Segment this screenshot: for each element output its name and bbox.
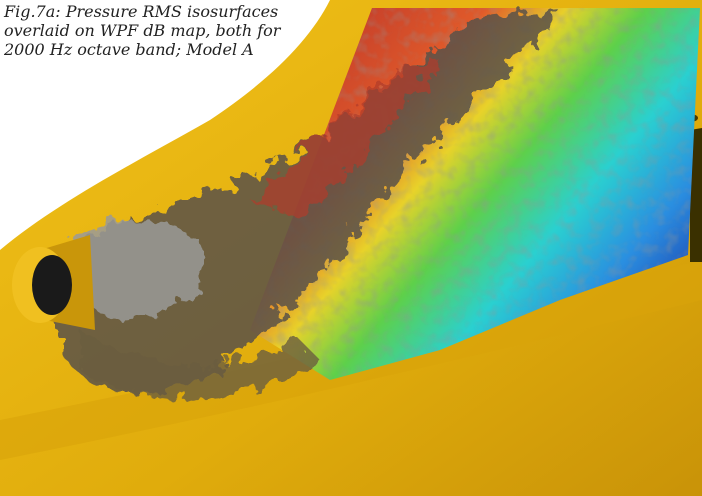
figure: Fig.7a: Pressure RMS isosurfaces overlai… — [0, 0, 702, 496]
caption-line: Fig.7a: Pressure RMS isosurfaces — [4, 2, 280, 21]
caption-line: overlaid on WPF dB map, both for — [4, 21, 280, 40]
caption: Fig.7a: Pressure RMS isosurfaces overlai… — [4, 2, 280, 59]
cfd-image — [0, 0, 702, 496]
caption-line: 2000 Hz octave band; Model A — [4, 40, 280, 59]
